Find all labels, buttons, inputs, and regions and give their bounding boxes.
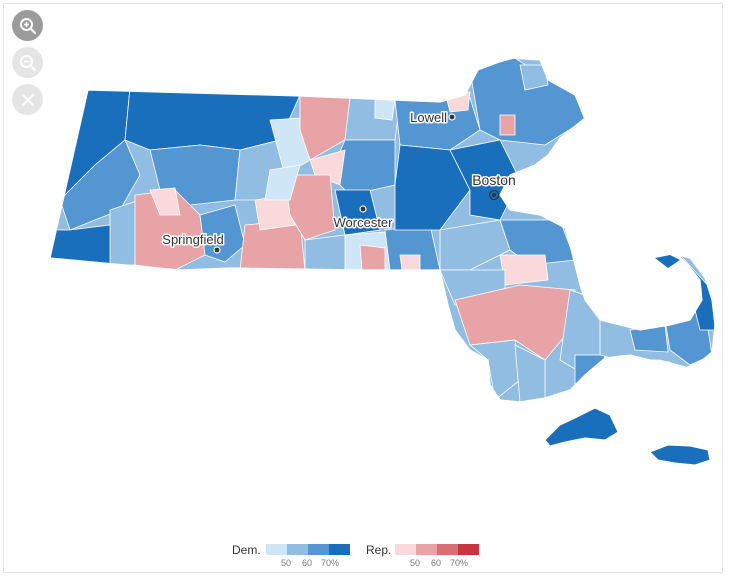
westfield-area[interactable] — [149, 187, 181, 216]
fall-river-area[interactable] — [469, 339, 521, 401]
legend-rep-tick-70: 70% — [450, 558, 469, 568]
marthas-vineyard[interactable] — [544, 407, 619, 447]
sturbridge-area[interactable] — [304, 234, 346, 271]
legend-rep-swatch-2 — [416, 544, 437, 555]
close-icon — [21, 93, 34, 106]
springfield-city[interactable] — [199, 204, 246, 263]
legend-dem-swatch-1 — [266, 544, 287, 555]
cape-ann-north[interactable] — [519, 64, 549, 91]
legend-dem-tick-50: 50 — [281, 558, 292, 568]
city-lowell[interactable]: Lowell — [409, 109, 456, 127]
norfolk-county[interactable] — [439, 219, 511, 271]
legend-rep-swatch-1 — [395, 544, 416, 555]
reset-button[interactable] — [12, 84, 43, 115]
city-dot-icon — [359, 205, 367, 213]
nantucket[interactable] — [649, 444, 711, 466]
city-dot-icon — [213, 246, 221, 254]
city-label-lowell: Lowell — [410, 110, 447, 125]
legend-rep-tick-50: 50 — [410, 558, 421, 568]
city-worcester[interactable]: Worcester — [332, 205, 395, 232]
city-boston[interactable]: Boston — [471, 171, 517, 201]
legend-dem-tick-60: 60 — [302, 558, 313, 568]
legend-rep-swatch-3 — [437, 544, 458, 555]
worcester-city[interactable] — [334, 189, 381, 236]
legend-rep-swatch-4 — [458, 544, 479, 555]
city-label-boston: Boston — [472, 172, 516, 188]
berkshire-south[interactable] — [40, 224, 121, 266]
zoom-out-icon — [19, 54, 36, 71]
legend-rep-tick-60: 60 — [431, 558, 442, 568]
webster-area[interactable] — [359, 244, 386, 271]
cape-tip[interactable] — [655, 255, 680, 268]
capital-ring-icon — [488, 189, 500, 201]
map-controls — [12, 10, 43, 121]
franklin-region[interactable] — [124, 87, 301, 151]
zoom-in-button[interactable] — [12, 10, 43, 41]
city-dot-icon — [448, 113, 456, 121]
essex-rep-town[interactable] — [499, 114, 516, 136]
legend-dem-swatch-3 — [308, 544, 329, 555]
legend-dem-title: Dem. — [232, 543, 261, 557]
legend-rep-title: Rep. — [366, 543, 392, 557]
massachusetts-map[interactable]: Lowell Boston Worcester Springfield — [0, 0, 731, 540]
zoom-out-button[interactable] — [12, 47, 43, 78]
city-label-springfield: Springfield — [162, 232, 223, 247]
city-springfield[interactable]: Springfield — [161, 231, 225, 254]
worcester-west[interactable] — [284, 174, 336, 241]
legend-dem-swatch-2 — [287, 544, 308, 555]
barre-area[interactable] — [264, 164, 301, 201]
blackstone-town[interactable] — [399, 254, 421, 271]
zoom-in-icon — [19, 17, 36, 34]
city-label-worcester: Worcester — [334, 215, 394, 230]
winchendon[interactable] — [374, 97, 396, 121]
legend-dem-swatch-4 — [329, 544, 350, 555]
legend-dem-tick-70: 70% — [321, 558, 340, 568]
bridgewater-area[interactable] — [499, 254, 549, 286]
legend: Dem. 50 60 70% Rep. 50 60 70% — [232, 542, 502, 572]
